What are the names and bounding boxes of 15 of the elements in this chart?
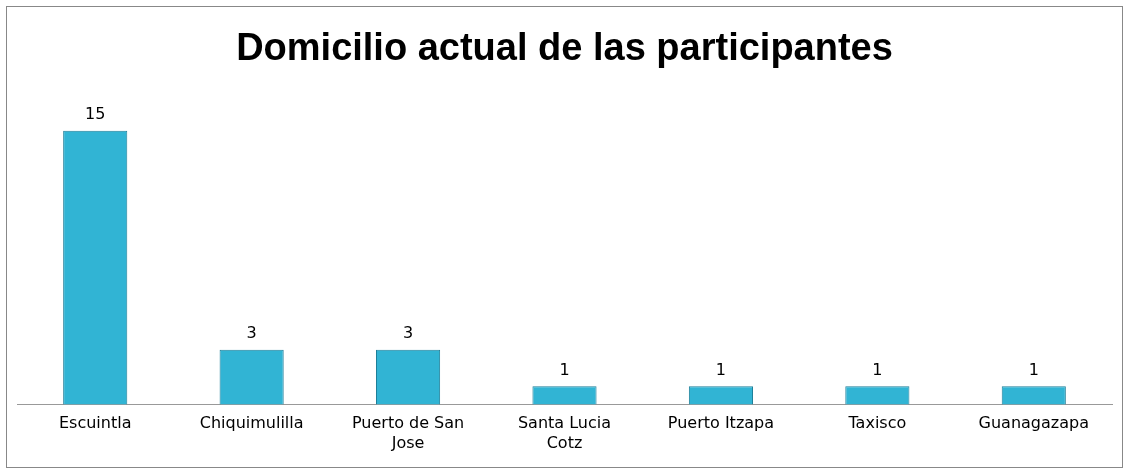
x-tick-label: Guanagazapa <box>978 413 1089 433</box>
data-label: 1 <box>715 359 727 379</box>
data-label: 3 <box>246 323 257 343</box>
x-tick-label: Chiquimulilla <box>199 413 304 433</box>
x-tick-label: Puerto Itzapa <box>667 413 775 433</box>
data-label: 1 <box>559 359 570 379</box>
data-label: 15 <box>85 104 106 124</box>
x-tick-label: Taxisco <box>847 413 907 433</box>
x-tick-label: Santa Lucia Cotz <box>517 413 612 452</box>
chart-title: Domicilio actual de las participantes <box>236 26 893 69</box>
data-label: 3 <box>402 323 414 343</box>
x-tick-label: Escuintla <box>58 413 132 433</box>
data-label: 1 <box>1028 359 1039 379</box>
data-label: 1 <box>872 359 883 379</box>
x-tick-label: Puerto de San Jose <box>351 413 465 452</box>
